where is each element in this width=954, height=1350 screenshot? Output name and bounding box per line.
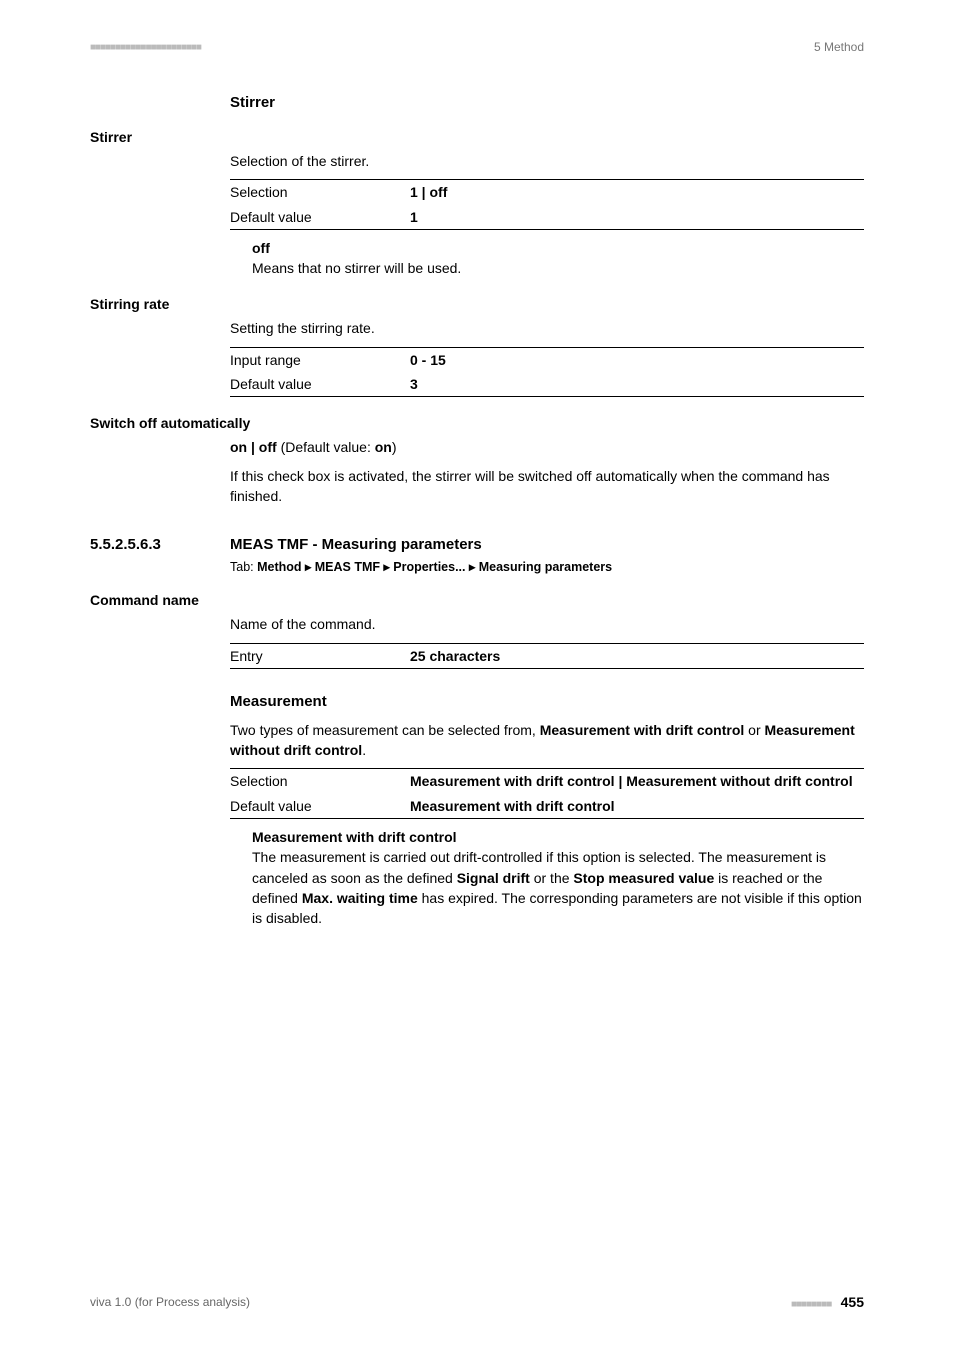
table-row: Input range 0 - 15 bbox=[230, 348, 864, 372]
switch-off-text: If this check box is activated, the stir… bbox=[230, 466, 864, 507]
text: or bbox=[744, 722, 764, 738]
table-row: Selection Measurement with drift control… bbox=[230, 769, 864, 793]
cell-val: 1 bbox=[410, 207, 864, 227]
text-bold: Stop measured value bbox=[573, 870, 714, 886]
command-name-table: Entry 25 characters bbox=[230, 643, 864, 669]
onoff-default: on bbox=[375, 439, 392, 455]
text-bold: Measurement with drift control bbox=[540, 722, 745, 738]
command-name-label: Command name bbox=[90, 592, 864, 608]
footer-left: viva 1.0 (for Process analysis) bbox=[90, 1295, 250, 1309]
option-text: Means that no stirrer will be used. bbox=[252, 258, 864, 278]
table-row: Entry 25 characters bbox=[230, 644, 864, 668]
stirrer-table: Selection 1 | off Default value 1 bbox=[230, 179, 864, 230]
text: or the bbox=[530, 870, 574, 886]
text: (Default value: bbox=[277, 439, 375, 455]
cell-val: Measurement with drift control bbox=[410, 796, 864, 816]
section-number: 5.5.2.5.6.3 bbox=[90, 536, 230, 553]
cell-key: Default value bbox=[230, 374, 410, 394]
cell-val: 0 - 15 bbox=[410, 350, 864, 370]
switch-off-default-line: on | off (Default value: on) bbox=[230, 437, 864, 457]
stirrer-body: Selection of the stirrer. Selection 1 | … bbox=[230, 151, 864, 278]
footer-right: ■■■■■■■■ 455 bbox=[791, 1294, 864, 1310]
text-bold: Signal drift bbox=[457, 870, 530, 886]
tab-path: Method ▸ MEAS TMF ▸ Properties... ▸ Meas… bbox=[257, 560, 612, 574]
section-title: MEAS TMF - Measuring parameters bbox=[230, 536, 482, 553]
stirring-rate-table: Input range 0 - 15 Default value 3 bbox=[230, 347, 864, 398]
text: ) bbox=[392, 439, 397, 455]
onoff-options: on | off bbox=[230, 439, 277, 455]
cell-val: 1 | off bbox=[410, 182, 864, 202]
cell-key: Default value bbox=[230, 796, 410, 816]
option-text: The measurement is carried out drift-con… bbox=[252, 847, 864, 928]
page-number: 455 bbox=[841, 1294, 864, 1310]
switch-off-body: on | off (Default value: on) If this che… bbox=[230, 437, 864, 506]
table-row: Default value 1 bbox=[230, 205, 864, 229]
stirrer-desc: Selection of the stirrer. bbox=[230, 151, 864, 171]
stirring-rate-label: Stirring rate bbox=[90, 296, 864, 312]
tab-path-line: Tab: Method ▸ MEAS TMF ▸ Properties... ▸… bbox=[230, 559, 864, 574]
cell-val: 25 characters bbox=[410, 646, 864, 666]
switch-off-label: Switch off automatically bbox=[90, 415, 864, 431]
page: ■■■■■■■■■■■■■■■■■■■■■■ 5 Method Stirrer … bbox=[0, 0, 954, 1350]
footer-dots: ■■■■■■■■ bbox=[791, 1299, 831, 1310]
table-row: Selection 1 | off bbox=[230, 180, 864, 204]
header-chapter: 5 Method bbox=[814, 40, 864, 54]
header-dots: ■■■■■■■■■■■■■■■■■■■■■■ bbox=[90, 42, 201, 53]
meas-section-header: 5.5.2.5.6.3 MEAS TMF - Measuring paramet… bbox=[90, 536, 864, 553]
tab-prefix: Tab: bbox=[230, 560, 257, 574]
option-title: Measurement with drift control bbox=[252, 827, 864, 847]
stirring-rate-desc: Setting the stirring rate. bbox=[230, 318, 864, 338]
cell-key: Default value bbox=[230, 207, 410, 227]
measurement-body: Two types of measurement can be selected… bbox=[230, 720, 864, 929]
page-footer: viva 1.0 (for Process analysis) ■■■■■■■■… bbox=[90, 1294, 864, 1310]
text: . bbox=[362, 742, 366, 758]
text: Two types of measurement can be selected… bbox=[230, 722, 540, 738]
cell-key: Entry bbox=[230, 646, 410, 666]
stirrer-option-off: off Means that no stirrer will be used. bbox=[252, 238, 864, 279]
cell-key: Selection bbox=[230, 771, 410, 791]
measurement-heading: Measurement bbox=[230, 693, 864, 710]
cell-key: Selection bbox=[230, 182, 410, 202]
command-name-body: Name of the command. Entry 25 characters bbox=[230, 614, 864, 669]
command-name-desc: Name of the command. bbox=[230, 614, 864, 634]
cell-val: Measurement with drift control | Measure… bbox=[410, 771, 864, 791]
cell-key: Input range bbox=[230, 350, 410, 370]
page-header: ■■■■■■■■■■■■■■■■■■■■■■ 5 Method bbox=[90, 40, 864, 54]
stirring-rate-body: Setting the stirring rate. Input range 0… bbox=[230, 318, 864, 397]
option-title: off bbox=[252, 238, 864, 258]
table-row: Default value 3 bbox=[230, 372, 864, 396]
stirrer-heading: Stirrer bbox=[230, 94, 864, 111]
measurement-table: Selection Measurement with drift control… bbox=[230, 768, 864, 819]
text-bold: Max. waiting time bbox=[302, 890, 418, 906]
table-row: Default value Measurement with drift con… bbox=[230, 794, 864, 818]
measurement-option: Measurement with drift control The measu… bbox=[252, 827, 864, 928]
cell-val: 3 bbox=[410, 374, 864, 394]
stirrer-field-label: Stirrer bbox=[90, 129, 864, 145]
measurement-desc: Two types of measurement can be selected… bbox=[230, 720, 864, 761]
